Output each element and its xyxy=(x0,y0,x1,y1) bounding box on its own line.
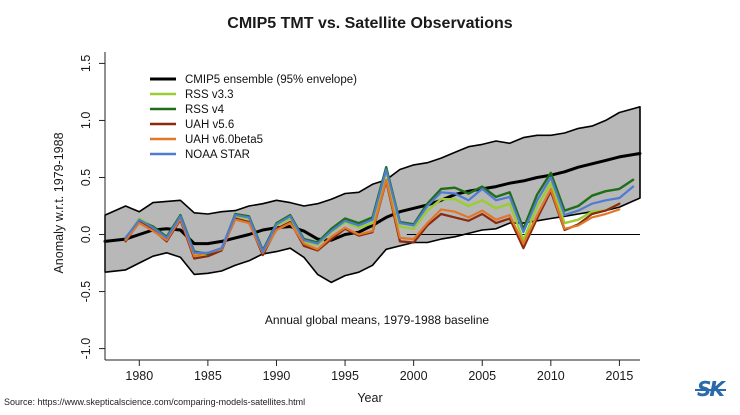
y-axis-label: Anomaly w.r.t. 1979-1988 xyxy=(52,132,66,273)
legend-label: NOAA STAR xyxy=(185,149,250,161)
x-tick-label: 1985 xyxy=(194,369,222,383)
source-note: Source: https://www.skepticalscience.com… xyxy=(4,397,306,407)
y-tick-label: 0.5 xyxy=(79,169,93,186)
y-tick-label: -1.0 xyxy=(79,338,93,360)
legend-label: UAH v6.0beta5 xyxy=(185,134,263,146)
plot-area: 1980 1985 1990 1995 2000 2005 2010 2015 -1.0 -0.5… xyxy=(79,52,642,383)
y-tick-label: 0.0 xyxy=(79,226,93,243)
y-tick-label: 1.0 xyxy=(79,112,93,129)
y-tick-label: -0.5 xyxy=(79,281,93,303)
x-tick-label: 1990 xyxy=(263,369,291,383)
sk-logo: SK xyxy=(695,377,726,401)
x-tick-label: 2005 xyxy=(468,369,496,383)
x-tick-label: 1980 xyxy=(125,369,153,383)
series-line-noaa-star xyxy=(124,168,635,254)
legend-label: RSS v4 xyxy=(185,104,225,116)
x-axis-label: Year xyxy=(357,391,382,405)
x-tick-label: 2000 xyxy=(400,369,428,383)
x-tick-label: 2010 xyxy=(537,369,565,383)
legend-label: CMIP5 ensemble (95% envelope) xyxy=(185,74,357,86)
x-tick-label: 1995 xyxy=(331,369,359,383)
legend-label: UAH v5.6 xyxy=(185,119,234,131)
x-tick-label: 2015 xyxy=(606,369,634,383)
chart-annotation: Annual global means, 1979-1988 baseline xyxy=(265,313,489,327)
legend-label: RSS v3.3 xyxy=(185,89,234,101)
chart-title: CMIP5 TMT vs. Satellite Observations xyxy=(227,15,513,32)
series-line-cmip5-ensemble-95-envelope xyxy=(103,152,642,246)
y-tick-label: 1.5 xyxy=(79,55,93,72)
